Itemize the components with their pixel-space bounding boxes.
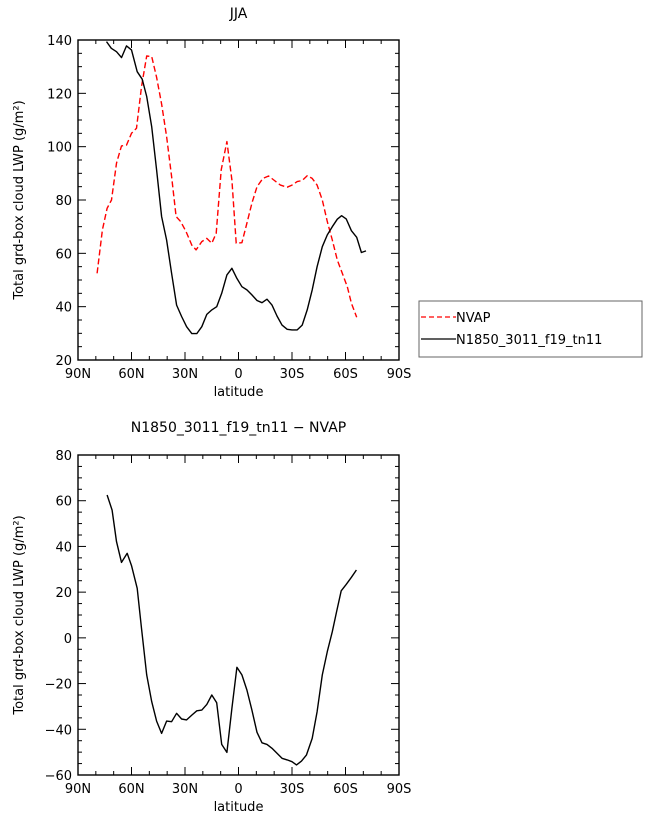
y-tick-label: 40: [55, 301, 72, 316]
x-tick-label: 0: [234, 782, 242, 797]
legend-label-model: N1850_3011_f19_tn11: [456, 333, 602, 348]
plot-frame: [77, 454, 400, 776]
y-tick-label: −60: [45, 769, 72, 784]
y-tick-label: −40: [45, 723, 72, 738]
x-tick-label: 60N: [118, 367, 144, 382]
y-tick-label: 20: [55, 586, 72, 601]
chart-title: N1850_3011_f19_tn11 − NVAP: [131, 420, 346, 436]
legend: NVAP N1850_3011_f19_tn11: [418, 300, 643, 358]
y-tick-label: 140: [47, 34, 72, 49]
x-tick-label: 60S: [333, 782, 358, 797]
x-tick-label: 0: [234, 367, 242, 382]
x-axis-label: latitude: [214, 800, 264, 815]
y-tick-label: 80: [55, 449, 72, 464]
x-tick-label: 30N: [172, 782, 198, 797]
legend-label-nvap: NVAP: [456, 311, 491, 326]
x-axis-label: latitude: [214, 385, 264, 400]
x-tick-label: 30S: [280, 367, 305, 382]
y-tick-label: 40: [55, 540, 72, 555]
chart-bottom-difference: 90N 60N 30N 0 30S 60S 90S −60 −40 −20 0 20 40 60 80 N18…: [12, 420, 411, 815]
y-tick-label: −20: [45, 678, 72, 693]
x-tick-label: 60N: [118, 782, 144, 797]
y-tick-label: 120: [47, 87, 72, 102]
y-axis-label: Total grd-box cloud LWP (g/m²): [12, 100, 27, 300]
y-tick-label: 20: [55, 354, 72, 369]
series-line-n1850-3011-f19-tn11: [105, 41, 367, 335]
x-tick-label: 30N: [172, 367, 198, 382]
y-tick-label: 60: [55, 247, 72, 262]
y-tick-label: 60: [55, 495, 72, 510]
x-tick-label: 30S: [280, 782, 305, 797]
legend-box: [418, 300, 643, 358]
x-tick-label: 60S: [333, 367, 358, 382]
y-tick-label: 0: [64, 632, 72, 647]
x-tick-label: 90S: [387, 782, 412, 797]
y-tick-label: 100: [47, 141, 72, 156]
x-tick-label: 90N: [65, 367, 91, 382]
y-axis-label: Total grd-box cloud LWP (g/m²): [12, 515, 27, 715]
chart-top-jja: 90N 60N 30N 0 30S 60S 90S 20 40 60 80 100 120 140 JJA l…: [12, 6, 411, 400]
series-line-difference: [106, 494, 357, 766]
series-line-nvap: [96, 55, 358, 318]
chart-title: JJA: [229, 6, 248, 22]
y-tick-label: 80: [55, 194, 72, 209]
x-tick-label: 90N: [65, 782, 91, 797]
plot-frame: [77, 39, 400, 361]
x-tick-label: 90S: [387, 367, 412, 382]
